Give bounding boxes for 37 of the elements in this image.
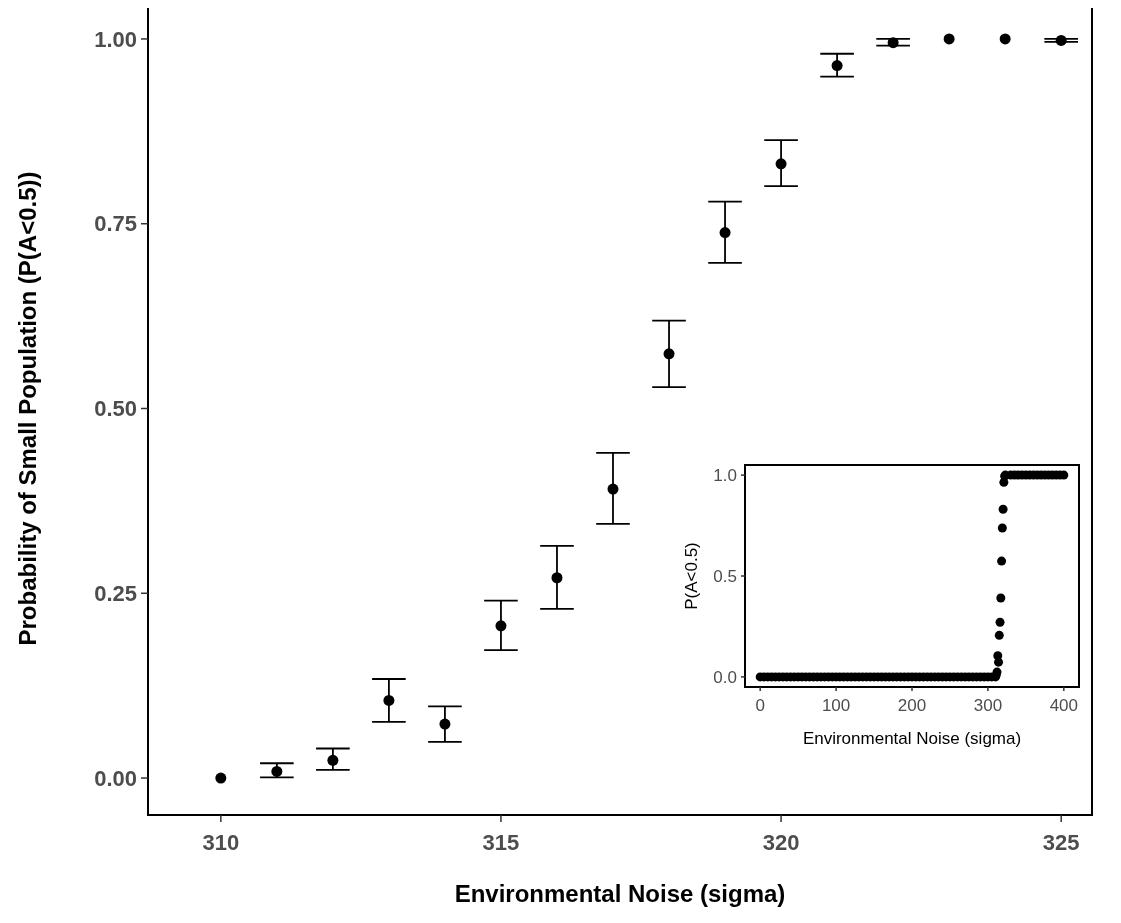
x-tick-label: 300: [973, 695, 1003, 715]
y-tick-label: 0.5: [713, 566, 737, 586]
point: [439, 718, 451, 730]
x-axis-title: Environmental Noise (sigma): [802, 729, 1022, 748]
point: [327, 754, 339, 766]
x-tick-label: 320: [762, 829, 800, 855]
y-tick-label: 0.75: [94, 211, 137, 237]
point: [215, 772, 227, 784]
x-tick-label: 0: [755, 695, 765, 715]
point: [551, 572, 563, 584]
point: [887, 37, 899, 49]
x-tick-label: 200: [897, 695, 927, 715]
y-tick-label: 0.25: [94, 580, 137, 606]
point: [663, 348, 675, 360]
point: [1055, 34, 1067, 46]
x-axis-title: Environmental Noise (sigma): [454, 880, 786, 907]
point: [719, 227, 731, 239]
point: [831, 60, 843, 72]
point: [607, 483, 619, 495]
y-tick-label: 1.0: [713, 466, 737, 486]
point: [775, 158, 787, 170]
y-axis-title: P(A<0.5): [682, 542, 701, 610]
point: [383, 694, 395, 706]
y-tick-label: 0.0: [713, 667, 737, 687]
y-tick-label: 1.00: [94, 26, 137, 52]
x-tick-label: 325: [1042, 829, 1080, 855]
x-tick-label: 310: [202, 829, 240, 855]
y-tick-label: 0.50: [94, 396, 137, 422]
y-tick-label: 0.00: [94, 765, 137, 791]
point: [999, 33, 1011, 45]
point: [495, 620, 507, 632]
x-tick-label: 400: [1049, 695, 1079, 715]
y-axis-title: Probability of Small Population (P(A<0.5)): [14, 171, 41, 646]
x-tick-label: 100: [821, 695, 851, 715]
point: [271, 765, 283, 777]
x-tick-label: 315: [482, 829, 520, 855]
point: [943, 33, 955, 45]
